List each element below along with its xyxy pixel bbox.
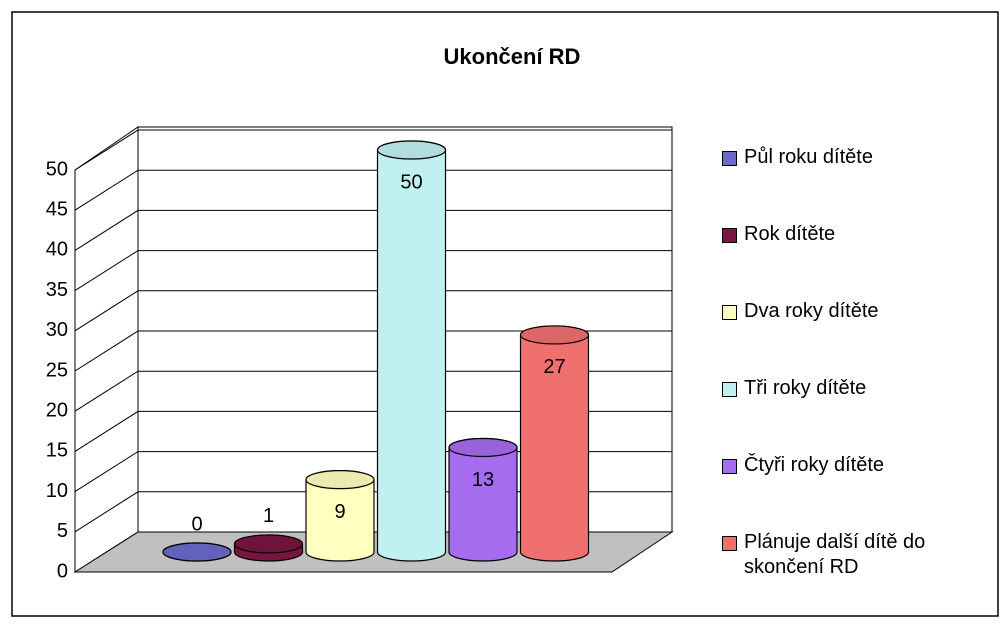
grid-line (74, 410, 672, 452)
data-label: 1 (263, 505, 274, 527)
legend-label: Dva roky dítěte (744, 300, 879, 322)
grid-line (74, 169, 672, 211)
bar-top (305, 470, 375, 490)
data-label: 13 (472, 469, 494, 491)
legend-item: Tři roky dítěte (722, 376, 997, 401)
legend-swatch (722, 536, 737, 551)
legend-item: Dva roky dítěte (722, 299, 997, 324)
legend-label: Plánuje další dítě do skončení RD (744, 531, 926, 578)
y-tick-label: 45 (46, 198, 68, 220)
y-tick-label: 20 (46, 399, 68, 421)
legend-label: Půl roku dítěte (744, 146, 873, 168)
y-tick-label: 30 (46, 319, 68, 341)
side-wall (74, 126, 139, 573)
bar-top (233, 534, 304, 554)
legend-swatch (722, 228, 737, 243)
bar-top (448, 437, 518, 458)
grid-line (74, 209, 672, 251)
legend-label: Rok dítěte (744, 223, 836, 245)
legend-swatch (722, 151, 737, 166)
grid-line (74, 290, 672, 332)
y-tick-label: 40 (46, 239, 68, 261)
legend-item: Rok dítěte (722, 222, 997, 247)
data-label: 27 (543, 356, 565, 378)
legend-item: Půl roku dítěte (722, 145, 997, 170)
y-tick-label: 50 (46, 158, 68, 180)
legend-swatch (722, 459, 737, 474)
grid-line (74, 330, 672, 372)
bar-top (376, 140, 447, 160)
y-tick-label: 35 (46, 279, 68, 301)
data-label: 50 (400, 171, 422, 193)
grid-line (74, 129, 672, 171)
legend-label: Tři roky dítěte (744, 377, 867, 399)
legend-item: Plánuje další dítě do skončení RD (722, 530, 997, 580)
legend-swatch (722, 305, 737, 320)
bar-top (162, 542, 232, 562)
legend-label: Čtyři roky dítěte (744, 454, 885, 476)
grid-line (74, 370, 672, 412)
y-tick-label: 0 (57, 560, 68, 582)
y-tick-label: 10 (46, 480, 68, 502)
chart-title: Ukončení RD (444, 44, 581, 69)
legend-item: Čtyři roky dítěte (722, 453, 997, 478)
bar (376, 140, 447, 562)
data-label: 0 (191, 513, 202, 535)
grid-line (74, 250, 672, 292)
legend-swatch (722, 382, 737, 397)
y-tick-label: 5 (57, 520, 68, 542)
y-tick-label: 15 (46, 440, 68, 462)
y-tick-label: 25 (46, 359, 68, 381)
data-label: 9 (334, 501, 345, 523)
bar-top (519, 325, 590, 345)
